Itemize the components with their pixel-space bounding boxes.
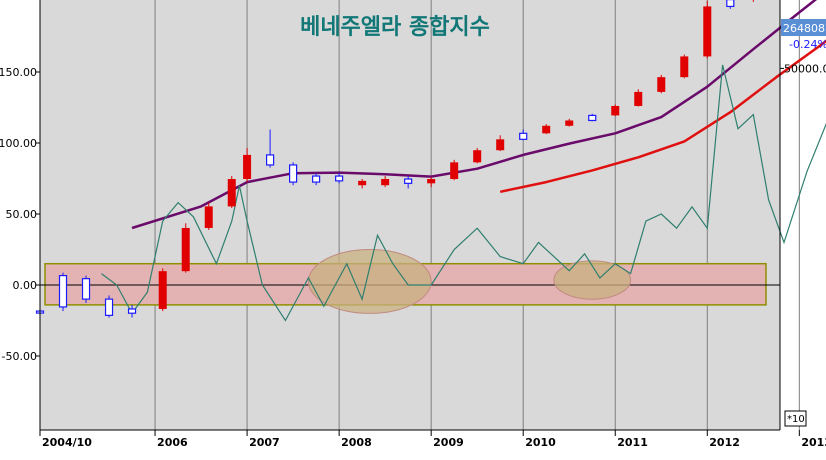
- candle-body: [159, 271, 167, 309]
- candle-body: [228, 179, 236, 206]
- candle-body: [405, 179, 412, 183]
- candle-body: [106, 299, 113, 315]
- left-tick-label: 50.00: [6, 208, 38, 221]
- left-tick-label: 0.00: [13, 279, 38, 292]
- candle-body: [520, 133, 527, 139]
- candle-body: [589, 115, 596, 120]
- candle-body: [680, 56, 688, 77]
- candle-body: [427, 179, 435, 183]
- candle-body: [496, 139, 504, 150]
- x-tick-label: 2010: [525, 436, 556, 449]
- candle-body: [657, 77, 665, 92]
- candle-body: [450, 162, 458, 179]
- candle-body: [542, 126, 550, 134]
- candle-body: [267, 155, 274, 165]
- x-tick-label: 2011: [617, 436, 648, 449]
- x-tick-label: 2009: [433, 436, 464, 449]
- candle-body: [727, 0, 734, 6]
- x-tick-label: 2012: [709, 436, 740, 449]
- candle-body: [129, 309, 136, 313]
- x-tick-label: 2007: [249, 436, 280, 449]
- x-tick-label: 2004/10: [42, 436, 92, 449]
- candle-body: [205, 206, 213, 228]
- x-tick-label: 2008: [341, 436, 372, 449]
- plot-area: [40, 0, 780, 430]
- highlight-ellipse: [308, 250, 431, 314]
- candle-body: [243, 155, 251, 179]
- current-value-label: 2648087: [783, 22, 826, 35]
- change-label: -0.24%: [789, 38, 826, 51]
- right-tick-label: 50000.0: [784, 62, 826, 75]
- chart-title: 베네주엘라 종합지수: [300, 14, 490, 40]
- scale-marker-label: *10: [787, 414, 805, 425]
- left-tick-label: 100.00: [0, 137, 37, 150]
- candle-body: [565, 120, 573, 125]
- candle-body: [336, 176, 343, 181]
- candle-body: [290, 165, 297, 182]
- candle-body: [634, 92, 642, 106]
- x-tick-label: 2006: [157, 436, 188, 449]
- candle-body: [473, 150, 481, 162]
- candle-body: [611, 106, 619, 115]
- left-tick-label: 150.00: [0, 66, 37, 79]
- candle-body: [60, 276, 67, 307]
- left-tick-label: -50.00: [2, 350, 37, 363]
- candle-body: [381, 179, 389, 185]
- candle-body: [358, 181, 366, 185]
- candle-body: [182, 228, 190, 271]
- x-tick-label: 2013: [801, 436, 826, 449]
- candle-body: [703, 6, 711, 56]
- candle-body: [83, 279, 90, 299]
- candle-body: [313, 176, 320, 182]
- right-tick-label: 100000.: [784, 0, 826, 2]
